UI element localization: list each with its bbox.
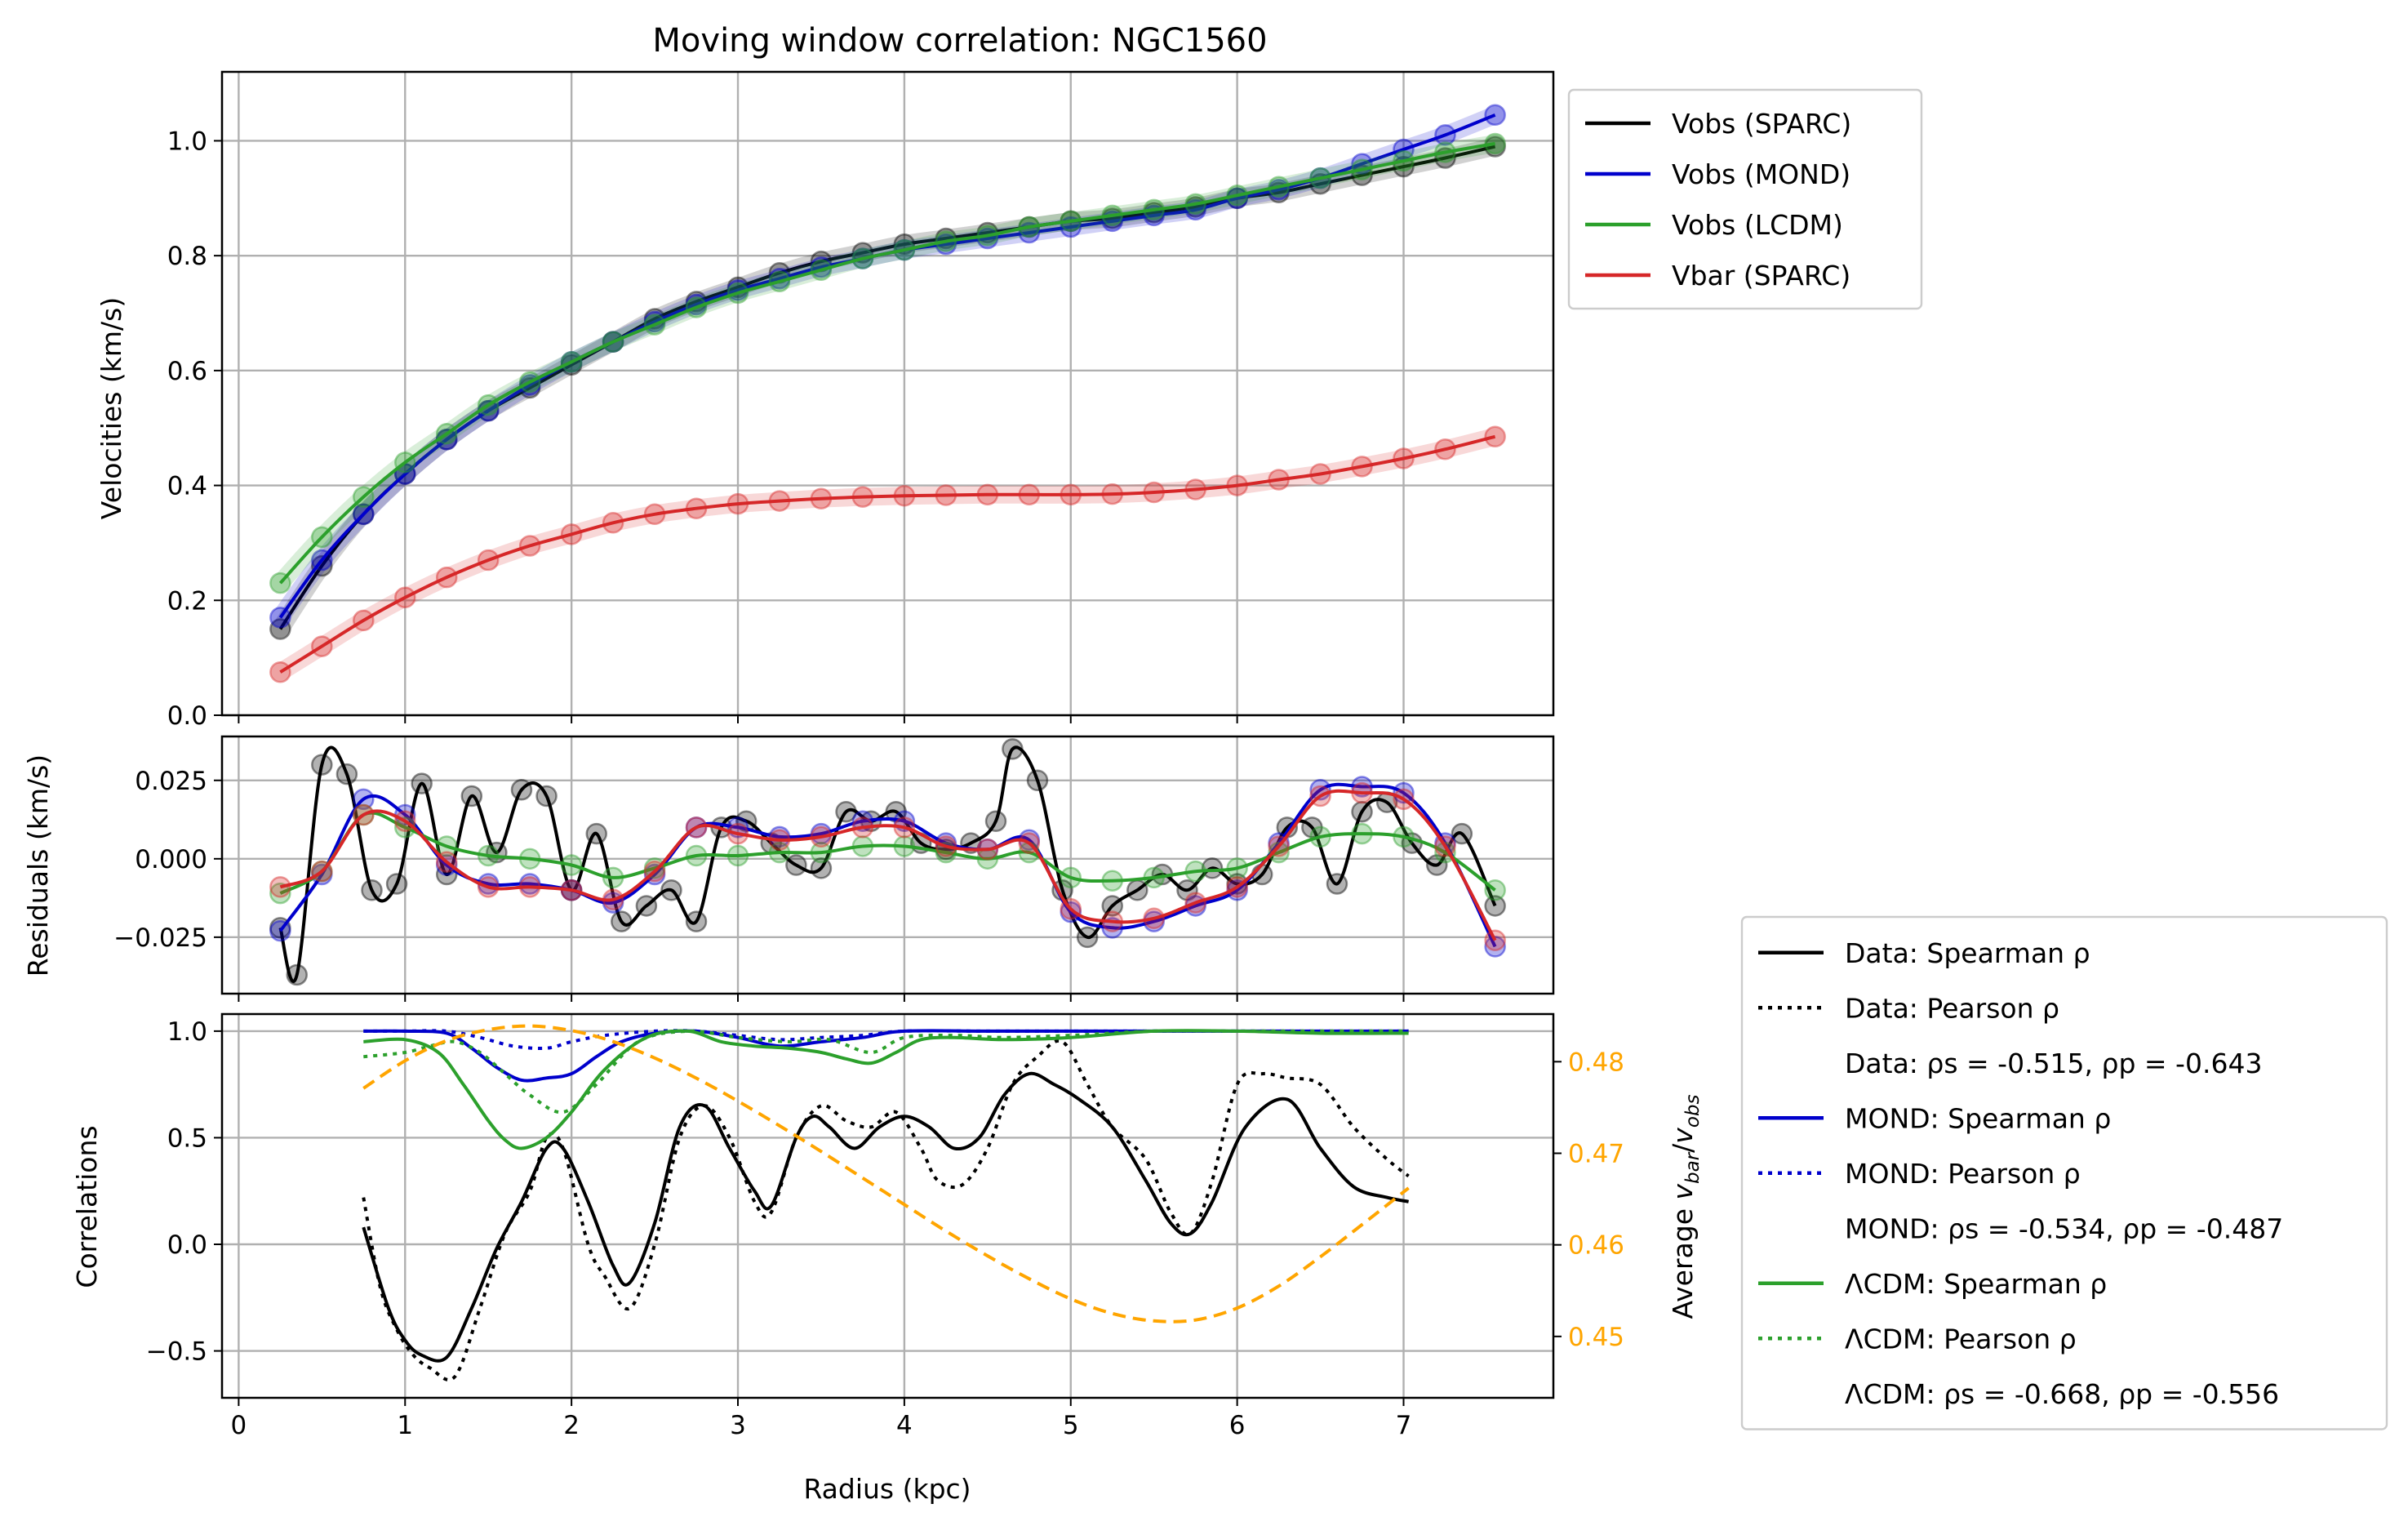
- data-point: [269, 661, 291, 683]
- legend-label: ΛCDM: Spearman ρ: [1845, 1268, 2107, 1300]
- chart-title: Moving window correlation: NGC1560: [652, 22, 1267, 60]
- y-axis-label-residuals: Residuals (km/s): [22, 754, 54, 977]
- velocity-panel: 0.0 0.2 0.4 0.6 0.8 1.0: [167, 70, 1555, 731]
- legend-label: MOND: Pearson ρ: [1845, 1158, 2081, 1190]
- correlations-panel: 0 1 2 3 4 5 6 7 1.0 0.5 0.0 −0.5 0.48 0.47 0.46 0.45: [146, 1012, 1624, 1440]
- x-tick-label: 4: [896, 1411, 913, 1440]
- residuals-panel: 0.025 0.000 −0.025: [113, 735, 1555, 1002]
- data-point: [1484, 929, 1506, 951]
- legend-label: Vobs (SPARC): [1672, 108, 1851, 140]
- series-line: [362, 1039, 1410, 1381]
- series-line: [278, 141, 1495, 585]
- legend-label: ΛCDM: Pearson ρ: [1845, 1323, 2077, 1355]
- y-tick-label: 0.4: [167, 472, 207, 501]
- data-point: [1484, 104, 1506, 127]
- legend-label: Vobs (LCDM): [1672, 209, 1843, 241]
- series-line: [363, 1029, 1409, 1114]
- series-band: [271, 134, 1504, 593]
- right-y-tick-label: 0.46: [1568, 1231, 1624, 1261]
- data-point: [1484, 895, 1506, 917]
- axes-frame: [220, 1012, 1555, 1399]
- y-tick-label: 0.8: [167, 242, 207, 271]
- y-tick-label: 1.0: [167, 1017, 207, 1047]
- series-line: [279, 434, 1496, 674]
- y-tick-label: 0.2: [167, 586, 207, 616]
- legend-frame: [1740, 915, 2388, 1430]
- y-axis-label-velocities: Velocities (km/s): [96, 297, 127, 519]
- legend-label: Data: Spearman ρ: [1845, 937, 2090, 969]
- right-y-tick-label: 0.48: [1568, 1048, 1624, 1077]
- right-y-tick-label: 0.47: [1568, 1140, 1624, 1169]
- series-line: [363, 1029, 1409, 1051]
- y-tick-label: −0.025: [113, 923, 207, 953]
- series-line: [279, 789, 1497, 941]
- x-tick-label: 3: [730, 1411, 746, 1440]
- legend-label: Data: ρs = -0.515, ρp = -0.643: [1845, 1048, 2262, 1079]
- right-y-tick-label: 0.45: [1568, 1323, 1624, 1352]
- legend-label: MOND: Spearman ρ: [1845, 1102, 2111, 1134]
- series-line: [362, 1024, 1410, 1324]
- legend-correlations: Data: Spearman ρ Data: Pearson ρ Data: ρs …: [1740, 915, 2388, 1430]
- y-tick-label: 0.0: [167, 701, 207, 731]
- x-tick-label: 5: [1063, 1411, 1079, 1440]
- y-tick-label: 0.000: [135, 845, 207, 874]
- data-point: [269, 876, 291, 898]
- series-line: [363, 1029, 1409, 1083]
- x-tick-label: 6: [1229, 1411, 1246, 1440]
- y-tick-label: 0.0: [167, 1230, 207, 1260]
- axes-frame: [220, 70, 1555, 717]
- x-tick-label: 7: [1396, 1411, 1412, 1440]
- legend-label: MOND: ρs = -0.534, ρp = -0.487: [1845, 1212, 2283, 1244]
- legend-frame: [1567, 88, 1923, 310]
- x-tick-label: 1: [397, 1411, 413, 1440]
- x-tick-label: 0: [231, 1411, 247, 1440]
- legend-label: Vobs (MOND): [1672, 158, 1850, 190]
- y-tick-label: −0.5: [146, 1337, 207, 1367]
- y-tick-label: 0.025: [135, 767, 207, 796]
- y-tick-label: 0.5: [167, 1123, 207, 1153]
- legend-velocities: Vobs (SPARC) Vobs (MOND) Vobs (LCDM) Vbar (…: [1567, 88, 1923, 310]
- series-line: [278, 145, 1496, 630]
- y-axis-label-right: Average vbar/vobs: [1667, 1094, 1704, 1319]
- axes-frame: [220, 735, 1555, 995]
- series-line: [362, 1071, 1410, 1363]
- series-band: [271, 137, 1504, 638]
- x-axis-label-radius: Radius (kpc): [803, 1473, 971, 1505]
- x-tick-label: 2: [563, 1411, 580, 1440]
- data-point: [269, 882, 291, 905]
- series-line: [279, 811, 1496, 895]
- data-point: [1484, 425, 1506, 448]
- y-tick-label: 1.0: [167, 127, 207, 156]
- legend-label: ΛCDM: ρs = -0.668, ρp = -0.556: [1845, 1378, 2279, 1410]
- legend-label: Vbar (SPARC): [1672, 260, 1850, 291]
- y-axis-label-correlations: Correlations: [71, 1125, 103, 1288]
- legend-label: Data: Pearson ρ: [1845, 992, 2059, 1024]
- y-tick-label: 0.6: [167, 357, 207, 386]
